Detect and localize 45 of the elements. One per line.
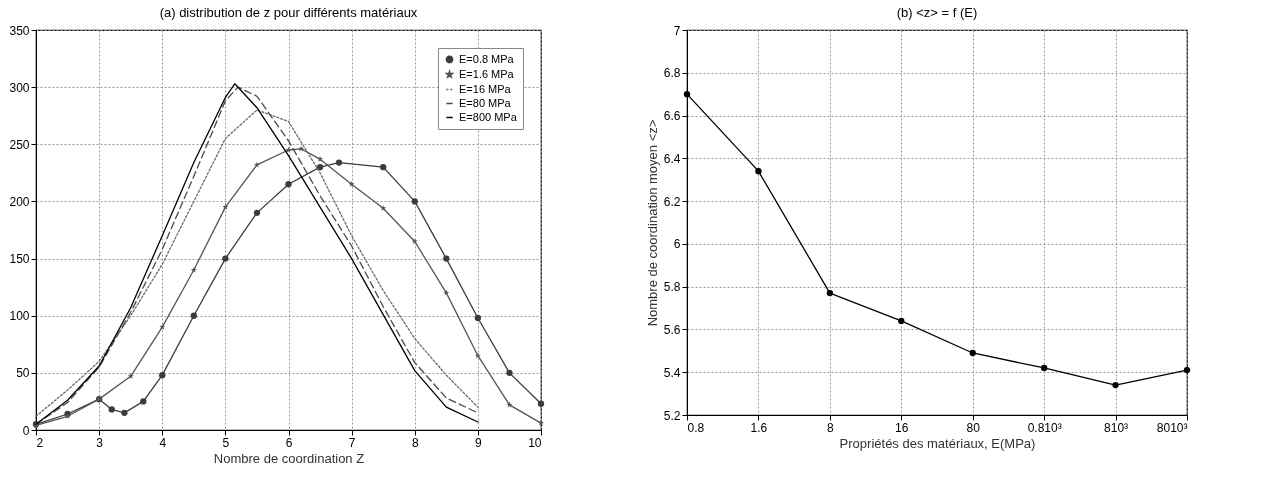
x-tick-label: 7: [348, 435, 356, 450]
x-tick-label: 0.8: [687, 420, 705, 435]
y-tick-label: 5.4: [663, 365, 681, 380]
chart-title: (b) <z> = f (E): [896, 5, 978, 20]
y-tick-label: 250: [9, 137, 30, 152]
x-tick-label: 0.810³: [1027, 420, 1062, 435]
x-tick-label: 8: [827, 420, 835, 435]
x-tick-label: 16: [895, 420, 909, 435]
y-tick-label: 50: [16, 366, 30, 381]
legend-label: E=800 MPa: [459, 110, 518, 123]
legend-label: E=0.8 MPa: [459, 52, 515, 65]
x-tick-label: 80: [966, 420, 981, 435]
x-tick-label: 8: [411, 435, 419, 450]
y-tick-label: 6.6: [663, 109, 681, 124]
legend-label: E=16 MPa: [459, 82, 512, 95]
y-tick-label: 350: [9, 23, 30, 38]
x-axis-title: Nombre de coordination Z: [213, 450, 365, 466]
x-axis-title: Propriétés des matériaux, E(MPa): [839, 435, 1036, 451]
y-tick-label: 5.8: [663, 280, 681, 295]
legend-label: E=1.6 MPa: [459, 67, 515, 80]
x-tick-label: 810³: [1104, 420, 1129, 435]
x-tick-label: 9: [475, 435, 483, 450]
y-tick-label: 5.6: [663, 322, 681, 337]
y-axis-title: Nombre de coordination moyen <z>: [644, 119, 660, 327]
y-tick-label: 6.8: [663, 66, 681, 81]
x-tick-label: 5: [222, 435, 230, 450]
x-tick-label: 3: [96, 435, 104, 450]
legend-label: E=80 MPa: [459, 96, 512, 109]
y-tick-label: 6.4: [663, 151, 681, 166]
x-tick-label: 8010³: [1156, 420, 1188, 435]
y-tick-label: 200: [9, 194, 30, 209]
x-tick-label: 1.6: [750, 420, 768, 435]
y-tick-label: 300: [9, 80, 30, 95]
chart-title: (a) distribution de z pour différents matériaux: [159, 5, 418, 20]
x-tick-label: 6: [285, 435, 293, 450]
y-tick-label: 7: [673, 23, 681, 38]
y-tick-label: 100: [9, 309, 30, 324]
x-tick-label: 10: [528, 435, 542, 450]
y-tick-label: 5.2: [663, 408, 681, 423]
y-tick-label: 6.2: [663, 194, 681, 209]
x-tick-label: 2: [36, 435, 44, 450]
y-tick-label: 150: [9, 252, 30, 267]
x-tick-label: 4: [159, 435, 167, 450]
y-tick-label: 0: [22, 423, 30, 438]
y-tick-label: 6: [673, 237, 681, 252]
